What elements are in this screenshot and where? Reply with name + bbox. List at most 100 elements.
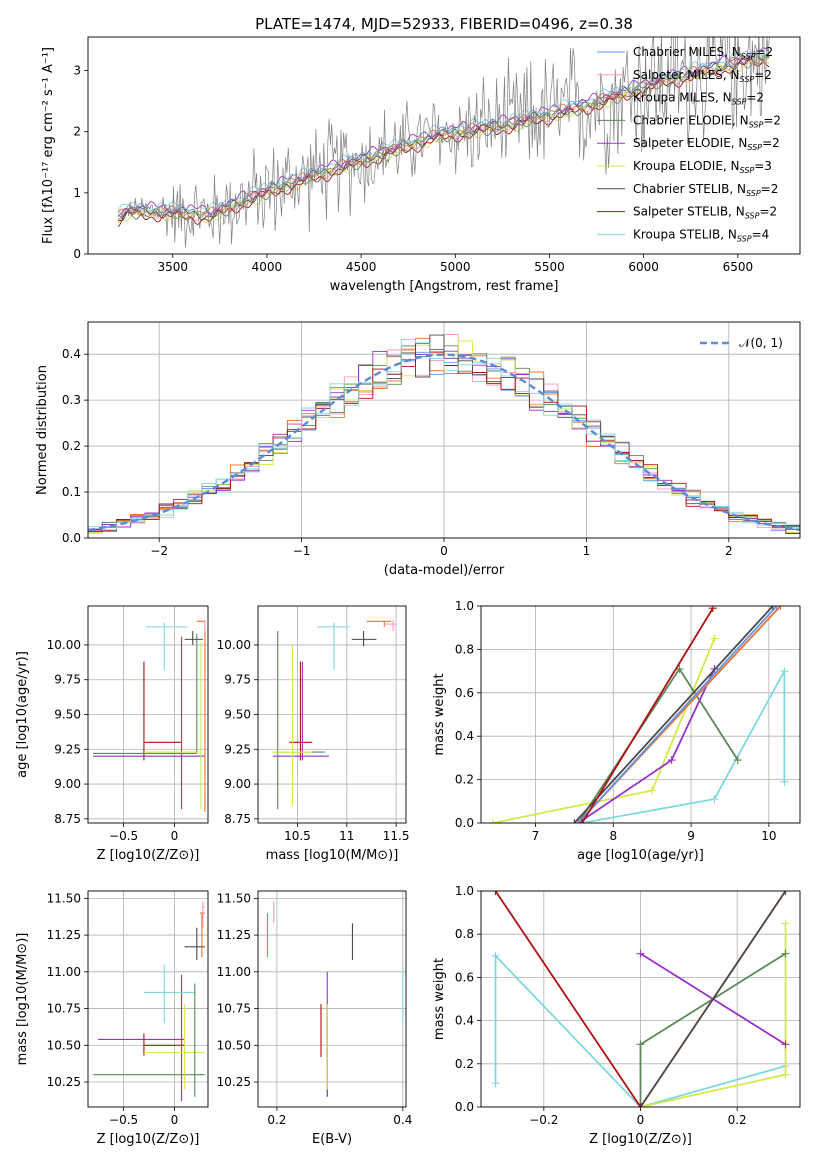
x-tick-label: 0 bbox=[171, 829, 179, 843]
residuals-legend: 𝒩(0, 1) bbox=[700, 336, 783, 350]
x-axis-label: (data-model)/error bbox=[384, 563, 505, 578]
y-tick-label: 11.00 bbox=[217, 965, 251, 979]
y-tick-label: 0 bbox=[73, 247, 81, 261]
y-tick-label: 1.0 bbox=[455, 599, 474, 613]
x-tick-label: 9 bbox=[687, 829, 695, 843]
age-vs-mass-panel: 10.5 11 11.5 8.75 9.00 9.25 9.50 9.75 10.00 mass … bbox=[217, 605, 409, 863]
normal-reference-curve bbox=[88, 353, 800, 532]
y-tick-label: 10.00 bbox=[47, 638, 81, 652]
y-tick-label: 0.2 bbox=[455, 1057, 474, 1071]
y-tick-label: 8.75 bbox=[54, 812, 81, 826]
x-axis-label: Z [log10(Z/Z⊙)] bbox=[97, 848, 200, 863]
weight-vs-Z-panel: −0.2 0 0.2 0.0 0.2 0.4 0.6 0.8 1.0 Z [log10(Z/Z⊙)… bbox=[432, 884, 801, 1147]
x-tick-label: −2 bbox=[150, 544, 168, 558]
weight-marker bbox=[781, 891, 790, 895]
y-tick-label: 10.00 bbox=[217, 638, 251, 652]
axes-frame bbox=[87, 321, 801, 539]
y-tick-label: 10.25 bbox=[47, 1075, 81, 1089]
weight-vs-Z-plot-area bbox=[491, 891, 790, 1107]
weight-marker bbox=[491, 951, 500, 960]
axes-frame bbox=[87, 605, 209, 824]
y-tick-label: 9.75 bbox=[224, 673, 251, 687]
x-tick-label: 11 bbox=[339, 829, 354, 843]
weight-line-6 bbox=[573, 606, 774, 823]
weight-line-6 bbox=[494, 891, 642, 1107]
weight-marker bbox=[780, 777, 789, 786]
weight-line-0 bbox=[581, 670, 786, 823]
legend-label: Salpeter ELODIE, NSSP=2 bbox=[633, 136, 780, 152]
y-tick-label: 11.50 bbox=[217, 891, 251, 905]
x-axis-label: age [log10(age/yr)] bbox=[577, 848, 704, 863]
weight-marker bbox=[708, 606, 717, 613]
legend-label: 𝒩(0, 1) bbox=[739, 336, 783, 350]
y-axis-label: age [log10(age/yr)] bbox=[15, 651, 30, 778]
x-tick-label: 5500 bbox=[534, 260, 565, 274]
weight-vs-age-plot-area bbox=[488, 606, 789, 823]
weight-line-0 bbox=[494, 953, 786, 1107]
weight-marker bbox=[768, 606, 777, 610]
x-tick-label: 10 bbox=[761, 829, 776, 843]
x-tick-label: 4000 bbox=[252, 260, 283, 274]
legend-label: Kroupa MILES, NSSP=2 bbox=[633, 91, 764, 107]
y-tick-label: 0.6 bbox=[455, 970, 474, 984]
y-tick-label: 2 bbox=[73, 125, 81, 139]
x-tick-label: −0.2 bbox=[529, 1113, 558, 1127]
y-tick-label: 0.2 bbox=[455, 773, 474, 787]
weight-marker bbox=[491, 891, 500, 895]
y-tick-label: 3 bbox=[73, 64, 81, 78]
errorbar-point-0 bbox=[143, 661, 182, 761]
age-vs-Z-panel: −0.5 0 8.75 9.00 9.25 9.50 9.75 10.00 Z [log10(Z… bbox=[15, 605, 209, 863]
spectrum-legend: Chabrier MILES, NSSP=2 Salpeter MILES, NS… bbox=[597, 45, 781, 243]
y-tick-label: 0.8 bbox=[455, 927, 474, 941]
x-tick-label: 2 bbox=[725, 544, 733, 558]
weight-marker bbox=[781, 1070, 790, 1079]
errorbar-point-6 bbox=[196, 620, 206, 812]
legend-label: Salpeter STELIB, NSSP=2 bbox=[633, 205, 777, 221]
x-tick-label: 3500 bbox=[157, 260, 188, 274]
errorbar-point-4 bbox=[317, 622, 350, 670]
x-tick-label: 10.5 bbox=[284, 829, 311, 843]
x-tick-label: 0.2 bbox=[267, 1113, 286, 1127]
x-axis-label: wavelength [Angstrom, rest frame] bbox=[330, 279, 559, 294]
weight-marker bbox=[488, 819, 497, 823]
x-tick-label: −0.5 bbox=[109, 829, 138, 843]
mass-vs-Z-panel: −0.5 0 10.25 10.50 10.75 11.00 11.25 11.50 Z [lo… bbox=[15, 890, 209, 1147]
y-tick-label: 9.00 bbox=[224, 777, 251, 791]
y-tick-label: 11.50 bbox=[47, 891, 81, 905]
y-tick-label: 0.4 bbox=[455, 729, 474, 743]
errorbar-point-1 bbox=[98, 974, 185, 1102]
axes-frame bbox=[480, 605, 801, 824]
errorbar-point-2 bbox=[272, 631, 326, 810]
y-tick-label: 0.0 bbox=[62, 531, 81, 545]
y-tick-label: 10.50 bbox=[217, 1038, 251, 1052]
y-tick-label: 9.25 bbox=[224, 742, 251, 756]
figure-title: PLATE=1474, MJD=52933, FIBERID=0496, z=0… bbox=[255, 15, 633, 33]
errorbar-point-4 bbox=[143, 964, 195, 1024]
y-tick-label: 1.0 bbox=[455, 884, 474, 898]
weight-marker bbox=[780, 667, 789, 676]
weight-marker bbox=[636, 1103, 645, 1107]
errorbar-point-7 bbox=[384, 619, 397, 632]
residuals-panel: −2 −1 0 1 2 0.0 0.1 0.2 0.3 0.4 (data-model)/error… bbox=[35, 321, 801, 578]
weight-marker bbox=[733, 756, 742, 765]
x-tick-label: −0.5 bbox=[109, 1113, 138, 1127]
y-tick-label: 11.25 bbox=[47, 928, 81, 942]
y-tick-label: 9.00 bbox=[54, 777, 81, 791]
weight-marker bbox=[570, 819, 579, 823]
mass-vs-EBV-panel: 0.2 0.4 10.25 10.50 10.75 11.00 11.25 11.50 E(B-… bbox=[217, 890, 412, 1147]
y-tick-label: 0.6 bbox=[455, 686, 474, 700]
weight-line-5 bbox=[639, 891, 787, 1107]
y-tick-label: 0.0 bbox=[455, 816, 474, 830]
x-axis-label: mass [log10(M/M⊙)] bbox=[266, 848, 399, 863]
x-axis-label: E(B-V) bbox=[312, 1132, 352, 1147]
legend-label: Kroupa ELODIE, NSSP=3 bbox=[633, 159, 772, 175]
weight-marker bbox=[781, 919, 790, 928]
y-axis-label: mass weight bbox=[432, 958, 447, 1040]
x-tick-label: 1 bbox=[583, 544, 591, 558]
weight-marker bbox=[578, 819, 587, 823]
y-tick-label: 0.3 bbox=[62, 393, 81, 407]
weight-marker bbox=[781, 949, 790, 958]
axes-frame bbox=[87, 36, 801, 255]
weight-marker bbox=[776, 606, 785, 610]
